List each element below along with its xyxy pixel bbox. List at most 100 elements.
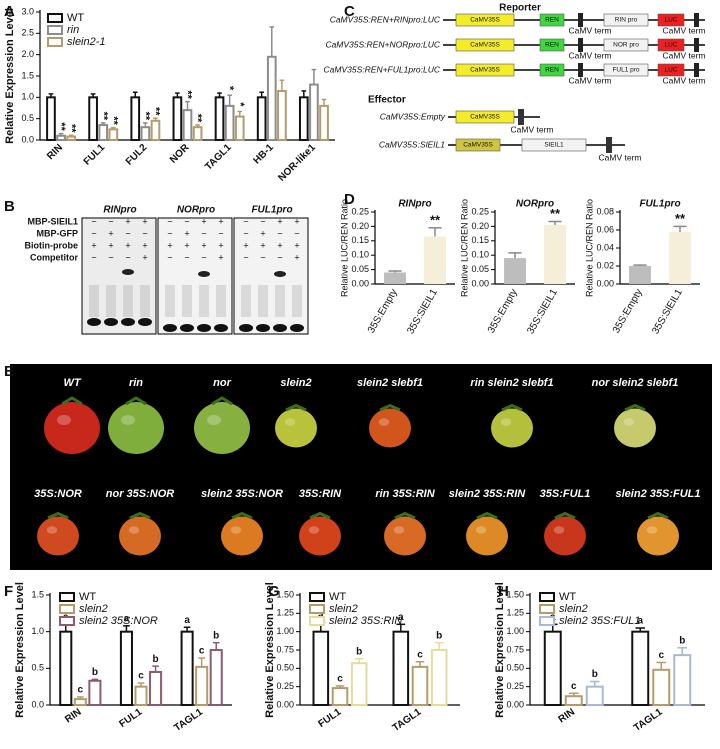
bar bbox=[182, 109, 193, 141]
fruit bbox=[491, 408, 533, 448]
significance-letter: a bbox=[637, 616, 643, 627]
luc-box-label: LUC bbox=[664, 17, 677, 24]
bar bbox=[214, 96, 225, 142]
fruit bbox=[384, 516, 426, 556]
emsa-row-label: Competitor bbox=[30, 252, 78, 262]
emsa-sign: + bbox=[142, 252, 147, 262]
emsa-sign: + bbox=[125, 240, 130, 250]
term-label: CaMV term bbox=[663, 50, 706, 60]
bar bbox=[629, 266, 651, 284]
fruit-highlight bbox=[308, 526, 320, 534]
x-tick-label: 35S:Empty bbox=[366, 287, 400, 335]
x-tick-label: TAGL1 bbox=[391, 706, 424, 734]
panel-letter: A bbox=[4, 3, 15, 20]
smear bbox=[275, 285, 285, 317]
genotype-label: slein2 35S:RIN bbox=[449, 488, 526, 500]
bar bbox=[631, 630, 650, 707]
genotype-label: rin 35S:RIN bbox=[375, 488, 435, 500]
y-tick-label: 0.00 bbox=[471, 278, 489, 288]
x-tick-label: FUL1 bbox=[316, 706, 343, 730]
emsa-sign: − bbox=[260, 216, 265, 226]
pro-box bbox=[603, 13, 649, 27]
legend-label: slein2 bbox=[79, 603, 108, 615]
emsa-sign: − bbox=[167, 252, 172, 262]
pro-box bbox=[603, 38, 649, 52]
x-tick-label: NOR bbox=[168, 142, 192, 166]
ren-box-label: REN bbox=[545, 42, 559, 49]
emsa-sign: + bbox=[294, 252, 299, 262]
y-tick-label: 1.0 bbox=[31, 626, 44, 636]
bar bbox=[266, 55, 277, 141]
legend-label: slein2 35S:NOR bbox=[79, 615, 158, 627]
emsa-sign: − bbox=[125, 228, 130, 238]
y-tick-label: 1.5 bbox=[31, 589, 44, 599]
promoter-box bbox=[455, 38, 515, 52]
bar bbox=[88, 679, 102, 706]
y-axis-label: Relative LUC/REN Ratio bbox=[339, 199, 349, 297]
legend-swatch bbox=[47, 13, 63, 23]
emsa-sign: − bbox=[277, 228, 282, 238]
bar bbox=[277, 89, 287, 141]
calyx bbox=[309, 511, 331, 520]
emsa-sign: − bbox=[184, 252, 189, 262]
calyx bbox=[624, 403, 646, 412]
y-tick-label: 2.0 bbox=[21, 49, 34, 59]
emsa-sign: + bbox=[167, 240, 172, 250]
legend-label: WT bbox=[559, 591, 576, 603]
bar bbox=[411, 665, 429, 706]
genotype-label: rin slein2 slebf1 bbox=[470, 377, 553, 389]
legend-label: slein2 bbox=[559, 603, 588, 615]
significance-letter: c bbox=[337, 674, 343, 685]
y-tick-label: 0.50 bbox=[506, 663, 524, 673]
fruit-highlight bbox=[475, 526, 487, 534]
fruit-highlight bbox=[284, 418, 296, 426]
genotype-label: slein2 bbox=[280, 377, 311, 389]
y-tick-label: 1.5 bbox=[21, 70, 34, 80]
genotype-label: 35S:NOR bbox=[34, 488, 82, 500]
legend-label: WT bbox=[329, 591, 346, 603]
calyx bbox=[379, 403, 401, 412]
y-tick-label: 1.50 bbox=[276, 589, 294, 599]
emsa-sign: − bbox=[91, 228, 96, 238]
y-tick-label: 0.04 bbox=[596, 242, 614, 252]
effector-title: Effector bbox=[368, 95, 406, 106]
significance: ** bbox=[65, 124, 77, 133]
bar bbox=[312, 630, 330, 707]
y-tick-label: 0.10 bbox=[471, 250, 489, 260]
terminator bbox=[606, 137, 612, 153]
y-tick-label: 0.20 bbox=[471, 221, 489, 231]
bar bbox=[66, 135, 77, 142]
emsa-row-label: MBP-GFP bbox=[37, 228, 79, 238]
photo-background bbox=[10, 364, 712, 570]
smear bbox=[182, 285, 192, 317]
bar bbox=[46, 96, 56, 142]
bar bbox=[134, 685, 148, 707]
significance: * bbox=[234, 102, 246, 107]
emsa-sign: + bbox=[108, 240, 113, 250]
significance-letter: a bbox=[184, 615, 190, 626]
gene-box bbox=[521, 138, 587, 152]
x-tick-label: FUL1 bbox=[117, 706, 144, 730]
pro-box-label: FUL1 pro bbox=[612, 67, 639, 74]
free-probe-band bbox=[138, 318, 152, 326]
bar bbox=[119, 630, 133, 707]
bar bbox=[59, 630, 73, 707]
fruit bbox=[194, 402, 250, 454]
bar bbox=[192, 126, 203, 141]
emsa-sign: + bbox=[125, 216, 130, 226]
fruit bbox=[614, 408, 656, 448]
bar bbox=[543, 630, 562, 707]
emsa-sign: − bbox=[167, 216, 172, 226]
legend-label: WT bbox=[67, 12, 84, 24]
genotype-label: slein2 35S:NOR bbox=[201, 488, 283, 500]
fruit-highlight bbox=[646, 526, 658, 534]
y-axis-label: Relative LUC/REN Ratio bbox=[584, 199, 594, 297]
significance: ** bbox=[139, 112, 151, 121]
shifted-band bbox=[274, 271, 286, 277]
bar bbox=[180, 630, 194, 707]
calyx bbox=[476, 511, 498, 520]
panel-letter: H bbox=[498, 583, 509, 600]
pro-box-label: RIN pro bbox=[615, 17, 638, 24]
y-tick-label: 0.15 bbox=[351, 235, 369, 245]
emsa-sign: + bbox=[277, 216, 282, 226]
